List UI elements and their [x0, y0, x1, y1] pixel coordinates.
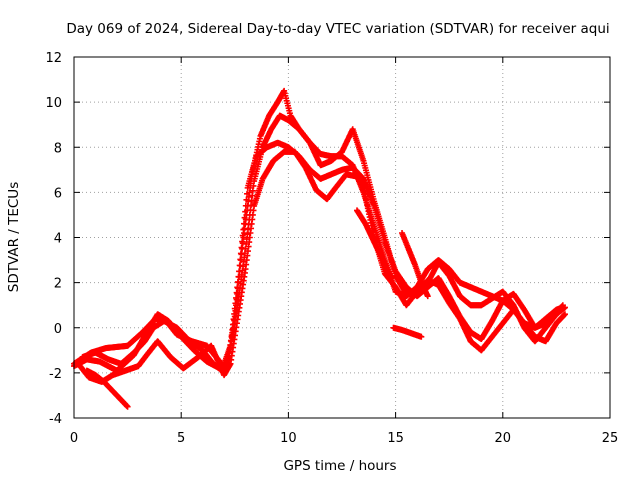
data-point [418, 333, 425, 340]
y-tick-label: 12 [45, 51, 62, 66]
series-track-4 [75, 148, 568, 385]
data-point [239, 240, 246, 247]
y-tick-labels: -4 -2 0 2 4 6 8 10 12 [45, 51, 62, 427]
y-tick-label: 2 [54, 277, 62, 292]
x-tick-label: 5 [177, 431, 185, 446]
y-tick-label: 0 [54, 322, 62, 337]
data-point [237, 257, 244, 264]
y-tick-label: 8 [54, 141, 62, 156]
y-tick-label: 4 [54, 232, 62, 247]
series-track-7 [390, 324, 425, 340]
x-tick-label: 15 [387, 431, 404, 446]
x-tick-label: 25 [602, 431, 619, 446]
data-point [424, 293, 431, 300]
data-point [238, 251, 245, 258]
data-point [239, 245, 246, 252]
y-axis-label: SDTVAR / TECUs [6, 182, 22, 292]
y-tick-label: -2 [49, 367, 62, 382]
data-point [236, 273, 243, 280]
data-point [561, 304, 568, 311]
axis-ticks [73, 56, 611, 419]
x-axis-label: GPS time / hours [283, 458, 396, 474]
chart-title: Day 069 of 2024, Sidereal Day-to-day VTE… [66, 21, 609, 37]
data-point [388, 275, 395, 282]
data-point [561, 311, 568, 318]
x-tick-label: 20 [495, 431, 512, 446]
y-tick-label: 6 [54, 186, 62, 201]
x-tick-label: 10 [280, 431, 297, 446]
data-point [124, 403, 131, 410]
data-point [233, 302, 240, 309]
data-point [234, 290, 241, 297]
series-track-6 [354, 207, 395, 282]
series-track-8 [399, 229, 431, 300]
series-track-5 [83, 367, 131, 410]
x-tick-label: 0 [70, 431, 78, 446]
x-tick-labels: 0 5 10 15 20 25 [70, 431, 618, 446]
series-track-2 [71, 139, 566, 374]
data-point [237, 262, 244, 269]
y-tick-label: -4 [49, 412, 62, 427]
data-points [71, 87, 568, 410]
data-point [232, 307, 239, 314]
data-point [236, 268, 243, 275]
y-tick-label: 10 [45, 96, 62, 111]
data-point [235, 279, 242, 286]
